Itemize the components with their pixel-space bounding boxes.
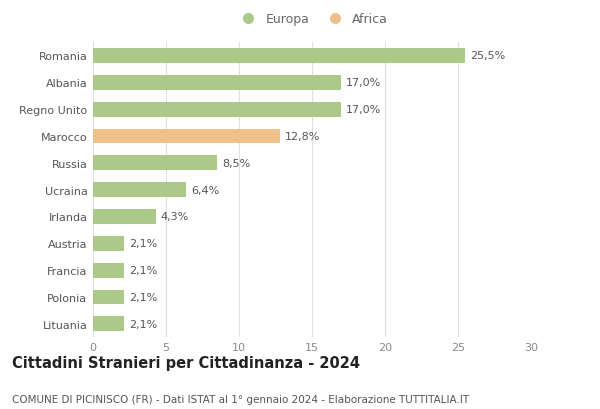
Text: 17,0%: 17,0% [346,105,382,115]
Bar [93,183,187,198]
Bar [93,317,124,331]
Bar [93,209,156,224]
Text: 12,8%: 12,8% [285,132,320,142]
Text: 2,1%: 2,1% [129,239,157,249]
Text: 6,4%: 6,4% [191,185,220,195]
Bar [93,76,341,90]
Bar [93,263,124,278]
Text: Cittadini Stranieri per Cittadinanza - 2024: Cittadini Stranieri per Cittadinanza - 2… [12,355,360,370]
Text: 2,1%: 2,1% [129,292,157,302]
Text: 17,0%: 17,0% [346,78,382,88]
Bar [93,156,217,171]
Bar [93,129,280,144]
Legend: Europa, Africa: Europa, Africa [231,8,393,31]
Text: 2,1%: 2,1% [129,319,157,329]
Text: 25,5%: 25,5% [470,52,506,61]
Text: 2,1%: 2,1% [129,265,157,276]
Text: COMUNE DI PICINISCO (FR) - Dati ISTAT al 1° gennaio 2024 - Elaborazione TUTTITAL: COMUNE DI PICINISCO (FR) - Dati ISTAT al… [12,394,469,404]
Bar [93,236,124,251]
Bar [93,103,341,117]
Bar [93,49,466,64]
Text: 4,3%: 4,3% [161,212,189,222]
Bar [93,290,124,305]
Text: 8,5%: 8,5% [222,158,250,169]
